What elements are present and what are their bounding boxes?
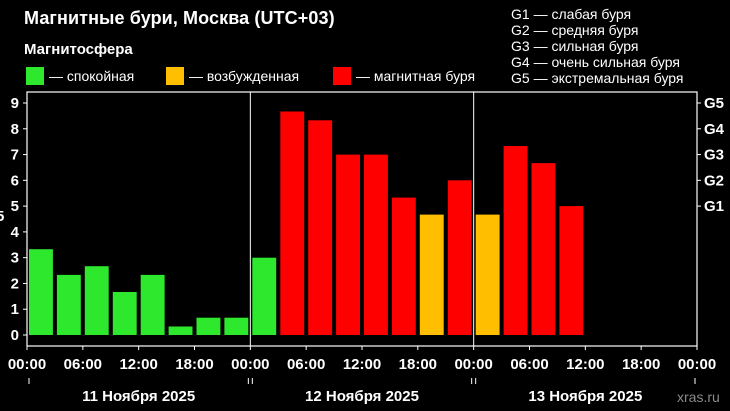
day-label-1: 12 Ноября 2025 [305, 388, 419, 405]
y-tick-label-9: 9 [11, 95, 19, 112]
bar-15 [447, 180, 472, 335]
bar-17 [503, 146, 528, 335]
legend-swatch-active [166, 67, 184, 85]
g-tick-label-2: G3 [704, 147, 724, 164]
legend-item-active: — возбужденная [166, 67, 299, 85]
y-tick-label-0: 0 [11, 327, 19, 344]
watermark: xras.ru [677, 389, 720, 405]
x-tick-label-5: 06:00 [287, 356, 325, 373]
g-scale-legend-g2: G2 — средняя буря [511, 22, 639, 38]
g-tick-label-3: G4 [704, 121, 725, 138]
x-tick-label-12: 00:00 [678, 356, 716, 373]
bar-6 [196, 317, 221, 335]
bar-16 [475, 214, 500, 335]
x-tick-label-0: 00:00 [8, 356, 46, 373]
bar-12 [364, 154, 388, 335]
y-tick-label-4: 4 [11, 224, 20, 241]
legend-swatch-storm [333, 67, 351, 85]
legend-label-storm: — магнитная буря [356, 68, 476, 84]
legend-heading: Магнитосфера [24, 41, 133, 58]
x-tick-label-1: 06:00 [64, 356, 102, 373]
y-tick-label-7: 7 [11, 147, 19, 164]
g-tick-label-4: G5 [704, 95, 724, 112]
x-tick-label-10: 12:00 [566, 356, 604, 373]
bar-8 [252, 257, 277, 335]
y-tick-label-6: 6 [11, 172, 19, 189]
g-scale-legend-g5: G5 — экстремальная буря [511, 70, 684, 86]
g-scale-legend-g3: G3 — сильная буря [511, 38, 639, 54]
bar-10 [308, 120, 333, 335]
x-tick-label-3: 18:00 [175, 356, 213, 373]
x-tick-label-7: 18:00 [399, 356, 437, 373]
legend-item-storm: — магнитная буря [333, 67, 475, 85]
y-tick-label-8: 8 [11, 121, 19, 138]
bar-18 [531, 163, 556, 335]
legend-item-calm: — спокойная [26, 67, 134, 85]
x-tick-label-6: 12:00 [343, 356, 381, 373]
x-tick-label-2: 12:00 [119, 356, 157, 373]
legend-label-active: — возбужденная [189, 68, 300, 84]
bar-1 [56, 274, 81, 335]
x-tick-label-8: 00:00 [454, 356, 492, 373]
bar-13 [391, 197, 416, 335]
bar-2 [84, 266, 109, 335]
g-scale-legend: G1 — слабая буря G2 — средняя буря G3 — … [511, 6, 684, 86]
bar-5 [168, 326, 193, 335]
bar-14 [419, 214, 444, 335]
bar-9 [280, 111, 305, 335]
bar-4 [140, 274, 165, 335]
y-axis-title-fragment: 5 [0, 208, 4, 225]
bar-19 [559, 206, 584, 335]
g-tick-label-1: G2 [704, 172, 724, 189]
y-tick-label-1: 1 [11, 301, 19, 318]
y-tick-label-2: 2 [11, 275, 19, 292]
y-tick-label-3: 3 [11, 250, 19, 267]
x-tick-label-11: 18:00 [622, 356, 660, 373]
bar-3 [112, 292, 137, 335]
chart-title: Магнитные бури, Москва (UTC+03) [24, 8, 335, 28]
x-tick-label-4: 00:00 [231, 356, 269, 373]
g-tick-label-0: G1 [704, 198, 724, 215]
bar-7 [224, 317, 249, 335]
g-scale-legend-g4: G4 — очень сильная буря [511, 54, 680, 70]
day-label-0: 11 Ноября 2025 [82, 388, 195, 405]
legend-swatch-calm [26, 67, 44, 85]
bar-11 [336, 154, 360, 335]
y-tick-label-5: 5 [11, 198, 19, 215]
x-tick-label-9: 06:00 [510, 356, 548, 373]
day-label-2: 13 Ноября 2025 [528, 388, 642, 405]
legend-label-calm: — спокойная [49, 68, 135, 84]
bar-0 [29, 249, 53, 335]
g-scale-legend-g1: G1 — слабая буря [511, 6, 632, 22]
